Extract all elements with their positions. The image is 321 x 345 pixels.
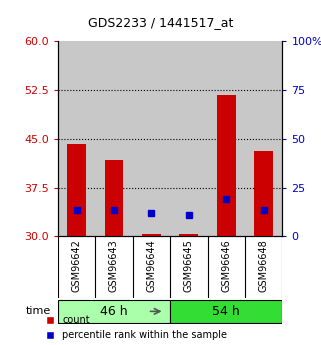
Bar [170,41,208,236]
Text: GSM96643: GSM96643 [109,239,119,292]
Bar [179,234,198,236]
Text: GDS2233 / 1441517_at: GDS2233 / 1441517_at [88,16,233,29]
Bar [133,41,170,236]
Text: GSM96642: GSM96642 [72,239,82,292]
Text: GSM96646: GSM96646 [221,239,231,292]
Text: 46 h: 46 h [100,305,128,318]
Text: GSM96648: GSM96648 [259,239,269,292]
Text: time: time [26,306,51,316]
Text: GSM96644: GSM96644 [146,239,156,292]
Legend: count, percentile rank within the sample: count, percentile rank within the sample [47,315,227,340]
Bar [58,41,95,236]
Bar [217,95,236,236]
FancyBboxPatch shape [170,300,282,323]
Bar [95,41,133,236]
Bar [254,150,273,236]
Bar [105,160,123,236]
Bar [208,41,245,236]
Bar [67,144,86,236]
Bar [245,41,282,236]
Text: 54 h: 54 h [213,305,240,318]
Text: GSM96645: GSM96645 [184,239,194,292]
Bar [142,234,161,236]
FancyBboxPatch shape [58,300,170,323]
